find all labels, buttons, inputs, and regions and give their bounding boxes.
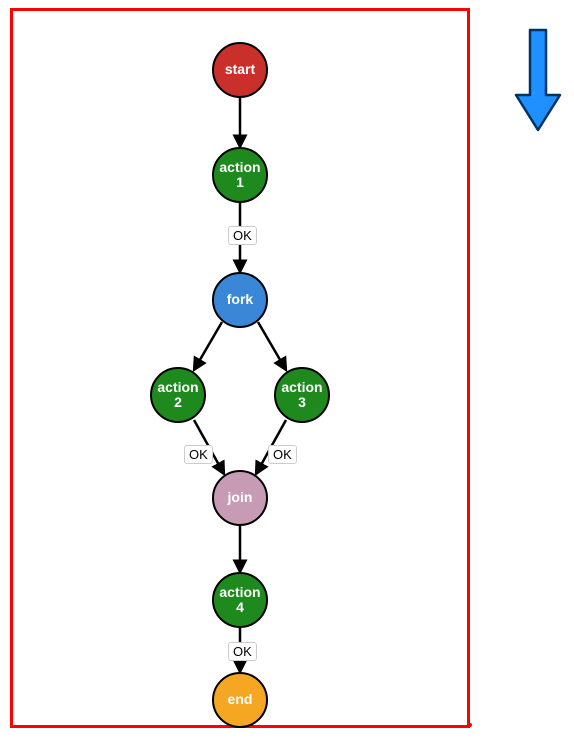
edge-label-action2-join: OK <box>184 445 213 464</box>
node-end: end <box>212 672 268 728</box>
node-action2: action 2 <box>150 367 206 423</box>
node-label: fork <box>227 292 253 307</box>
node-label: end <box>228 692 253 707</box>
node-label: action 4 <box>219 585 260 616</box>
node-start: start <box>212 42 268 98</box>
node-action4: action 4 <box>212 572 268 628</box>
node-join: join <box>212 470 268 526</box>
node-label: action 1 <box>219 160 260 191</box>
node-label: start <box>225 62 255 77</box>
node-label: action 3 <box>281 380 322 411</box>
node-action1: action 1 <box>212 147 268 203</box>
diagram-canvas: start action 1 fork action 2 action 3 join act… <box>0 0 574 748</box>
edge-label-action1-fork: OK <box>228 226 257 245</box>
node-fork: fork <box>212 272 268 328</box>
node-action3: action 3 <box>274 367 330 423</box>
big-down-arrow <box>516 30 560 130</box>
edge-label-action3-join: OK <box>268 445 297 464</box>
edge-label-action4-end: OK <box>228 642 257 661</box>
node-label: join <box>228 490 253 505</box>
node-label: action 2 <box>157 380 198 411</box>
